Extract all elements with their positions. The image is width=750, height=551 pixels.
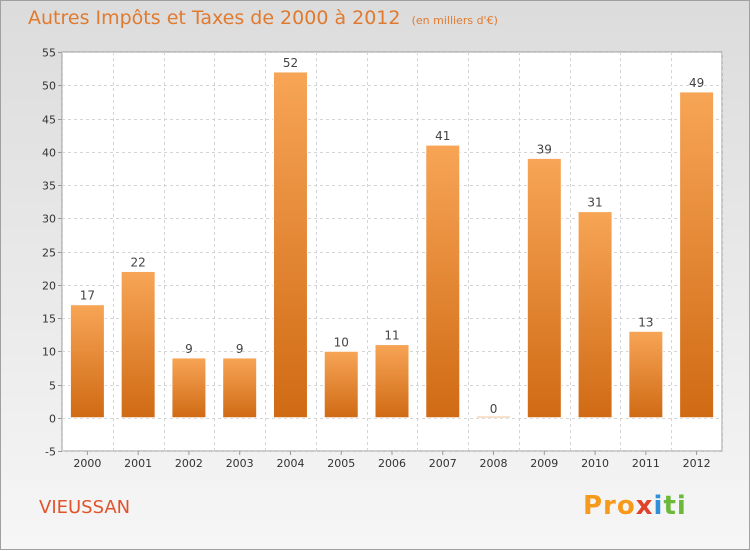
bar-value-label: 17 (80, 289, 95, 303)
x-tick-label: 2011 (632, 457, 660, 470)
chart-unit-text: (en milliers d'€) (411, 14, 498, 27)
y-tick-label: 25 (42, 247, 56, 260)
bar-value-label: 10 (334, 335, 349, 349)
bar (222, 357, 258, 419)
x-tick-label: 2000 (73, 457, 101, 470)
bar (171, 357, 207, 419)
x-tick-label: 2010 (581, 457, 609, 470)
bar (476, 415, 512, 419)
y-tick-label: 0 (49, 413, 56, 426)
bar-value-label: 11 (384, 329, 399, 343)
x-tick-label: 2006 (378, 457, 406, 470)
y-tick-label: 20 (42, 280, 56, 293)
x-tick-label: 2005 (327, 457, 355, 470)
bar (628, 330, 664, 419)
y-tick-label: 15 (42, 313, 56, 326)
bar (425, 144, 461, 419)
bar-value-label: 22 (131, 255, 146, 269)
bar-value-label: 13 (638, 315, 653, 329)
x-tick-label: 2012 (683, 457, 711, 470)
bar (526, 157, 562, 419)
bar (120, 270, 156, 419)
y-tick-label: 45 (42, 114, 56, 127)
commune-name: VIEUSSAN (39, 497, 131, 518)
x-tick-label: 2007 (429, 457, 457, 470)
y-tick-label: 50 (42, 80, 56, 93)
bar-value-label: 41 (435, 129, 450, 143)
proxiti-logo: Proxiti (583, 491, 687, 521)
y-tick-label: -5 (45, 446, 56, 459)
y-tick-label: 40 (42, 147, 56, 160)
y-tick-label: 35 (42, 180, 56, 193)
x-tick-label: 2003 (226, 457, 254, 470)
chart-title: Autres Impôts et Taxes de 2000 à 2012 (e… (28, 7, 498, 29)
y-tick-label: 30 (42, 213, 56, 226)
bar-value-label: 39 (537, 142, 552, 156)
logo-part-3: i (653, 491, 664, 521)
bar (577, 211, 613, 419)
logo-part-4: ti (663, 491, 687, 521)
bar-value-label: 0 (490, 402, 498, 416)
bar (374, 344, 410, 419)
bar-value-label: 31 (587, 196, 602, 210)
bar-value-label: 9 (236, 342, 244, 356)
x-tick-label: 2002 (175, 457, 203, 470)
bar-value-label: 9 (185, 342, 193, 356)
y-tick-label: 5 (49, 380, 56, 393)
x-tick-label: 2008 (480, 457, 508, 470)
bar (272, 71, 308, 419)
bar-value-label: 52 (283, 56, 298, 70)
bar (69, 304, 105, 419)
y-tick-label: 55 (42, 47, 56, 60)
bar-value-label: 49 (689, 76, 704, 90)
x-tick-label: 2004 (276, 457, 304, 470)
x-tick-label: 2009 (530, 457, 558, 470)
logo-part-1: Pro (583, 491, 636, 521)
bar (323, 350, 359, 419)
chart-title-text: Autres Impôts et Taxes de 2000 à 2012 (28, 7, 401, 29)
y-tick-label: 10 (42, 346, 56, 359)
logo-part-2: x (635, 491, 654, 521)
x-tick-label: 2001 (124, 457, 152, 470)
bar (679, 91, 715, 419)
